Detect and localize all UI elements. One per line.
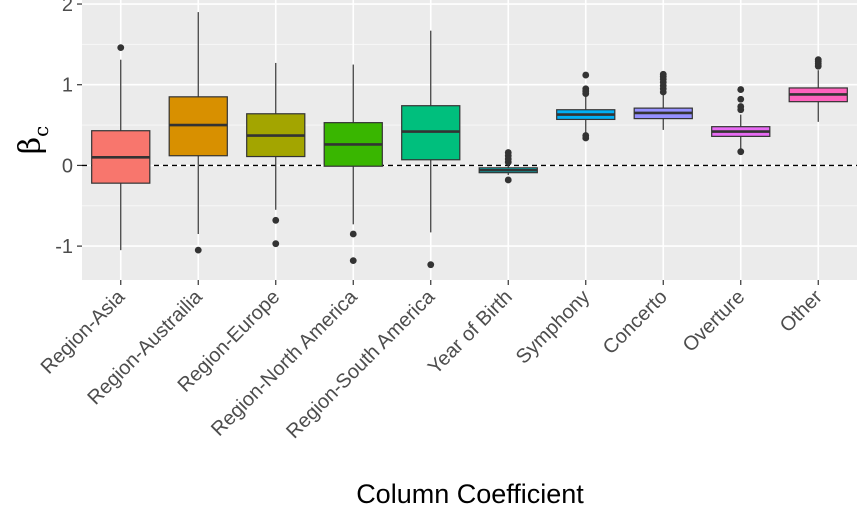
outlier-point — [117, 44, 125, 52]
box-other — [788, 56, 848, 122]
y-axis: -1 0 1 2 — [55, 0, 82, 258]
x-tick-label: Overture — [679, 286, 750, 357]
box-symphony — [556, 71, 616, 142]
x-axis: Region-AsiaRegion-AustrailiaRegion-Europ… — [37, 280, 827, 443]
box-overture — [711, 86, 771, 156]
box-region-austrailia — [168, 12, 228, 254]
y-tick-label: -1 — [55, 236, 73, 258]
outlier-point — [737, 86, 745, 93]
outlier-point — [504, 176, 512, 184]
x-tick-label: Symphony — [512, 286, 594, 368]
x-tick-label: Year of Birth — [424, 286, 517, 379]
y-tick-label: 2 — [62, 0, 73, 16]
outlier-point — [814, 56, 822, 64]
box-region-south-america — [401, 30, 461, 269]
x-tick-label: Region-South America — [282, 285, 440, 443]
outlier-point — [272, 240, 280, 248]
box-concerto — [633, 70, 693, 130]
box-region-north-america — [323, 64, 383, 265]
outlier-point — [582, 85, 590, 93]
y-axis-label-main: β — [13, 137, 48, 154]
y-tick-label: 0 — [62, 155, 73, 177]
box-region-europe — [246, 62, 306, 248]
boxes-layer — [91, 12, 848, 269]
box-region-asia — [91, 44, 151, 251]
outlier-point — [504, 149, 512, 156]
outlier-point — [737, 103, 745, 110]
outlier-point — [194, 246, 202, 254]
outlier-point — [659, 70, 667, 78]
y-axis-label: βc — [13, 126, 53, 155]
outlier-point — [272, 216, 280, 224]
outlier-point — [582, 132, 590, 139]
outlier-point — [427, 261, 435, 269]
x-tick-label: Other — [776, 286, 827, 337]
outlier-point — [349, 230, 357, 238]
x-tick-label: Concerto — [599, 286, 672, 359]
box-year-of-birth — [478, 149, 538, 184]
outlier-point — [737, 95, 745, 103]
outlier-point — [349, 257, 357, 265]
y-tick-label: 1 — [62, 75, 73, 97]
outlier-point — [582, 71, 590, 79]
y-axis-label-subscript: c — [29, 126, 53, 137]
outlier-point — [737, 148, 745, 156]
x-tick-label: Region-North America — [207, 285, 362, 440]
x-axis-title: Column Coefficient — [356, 479, 584, 509]
